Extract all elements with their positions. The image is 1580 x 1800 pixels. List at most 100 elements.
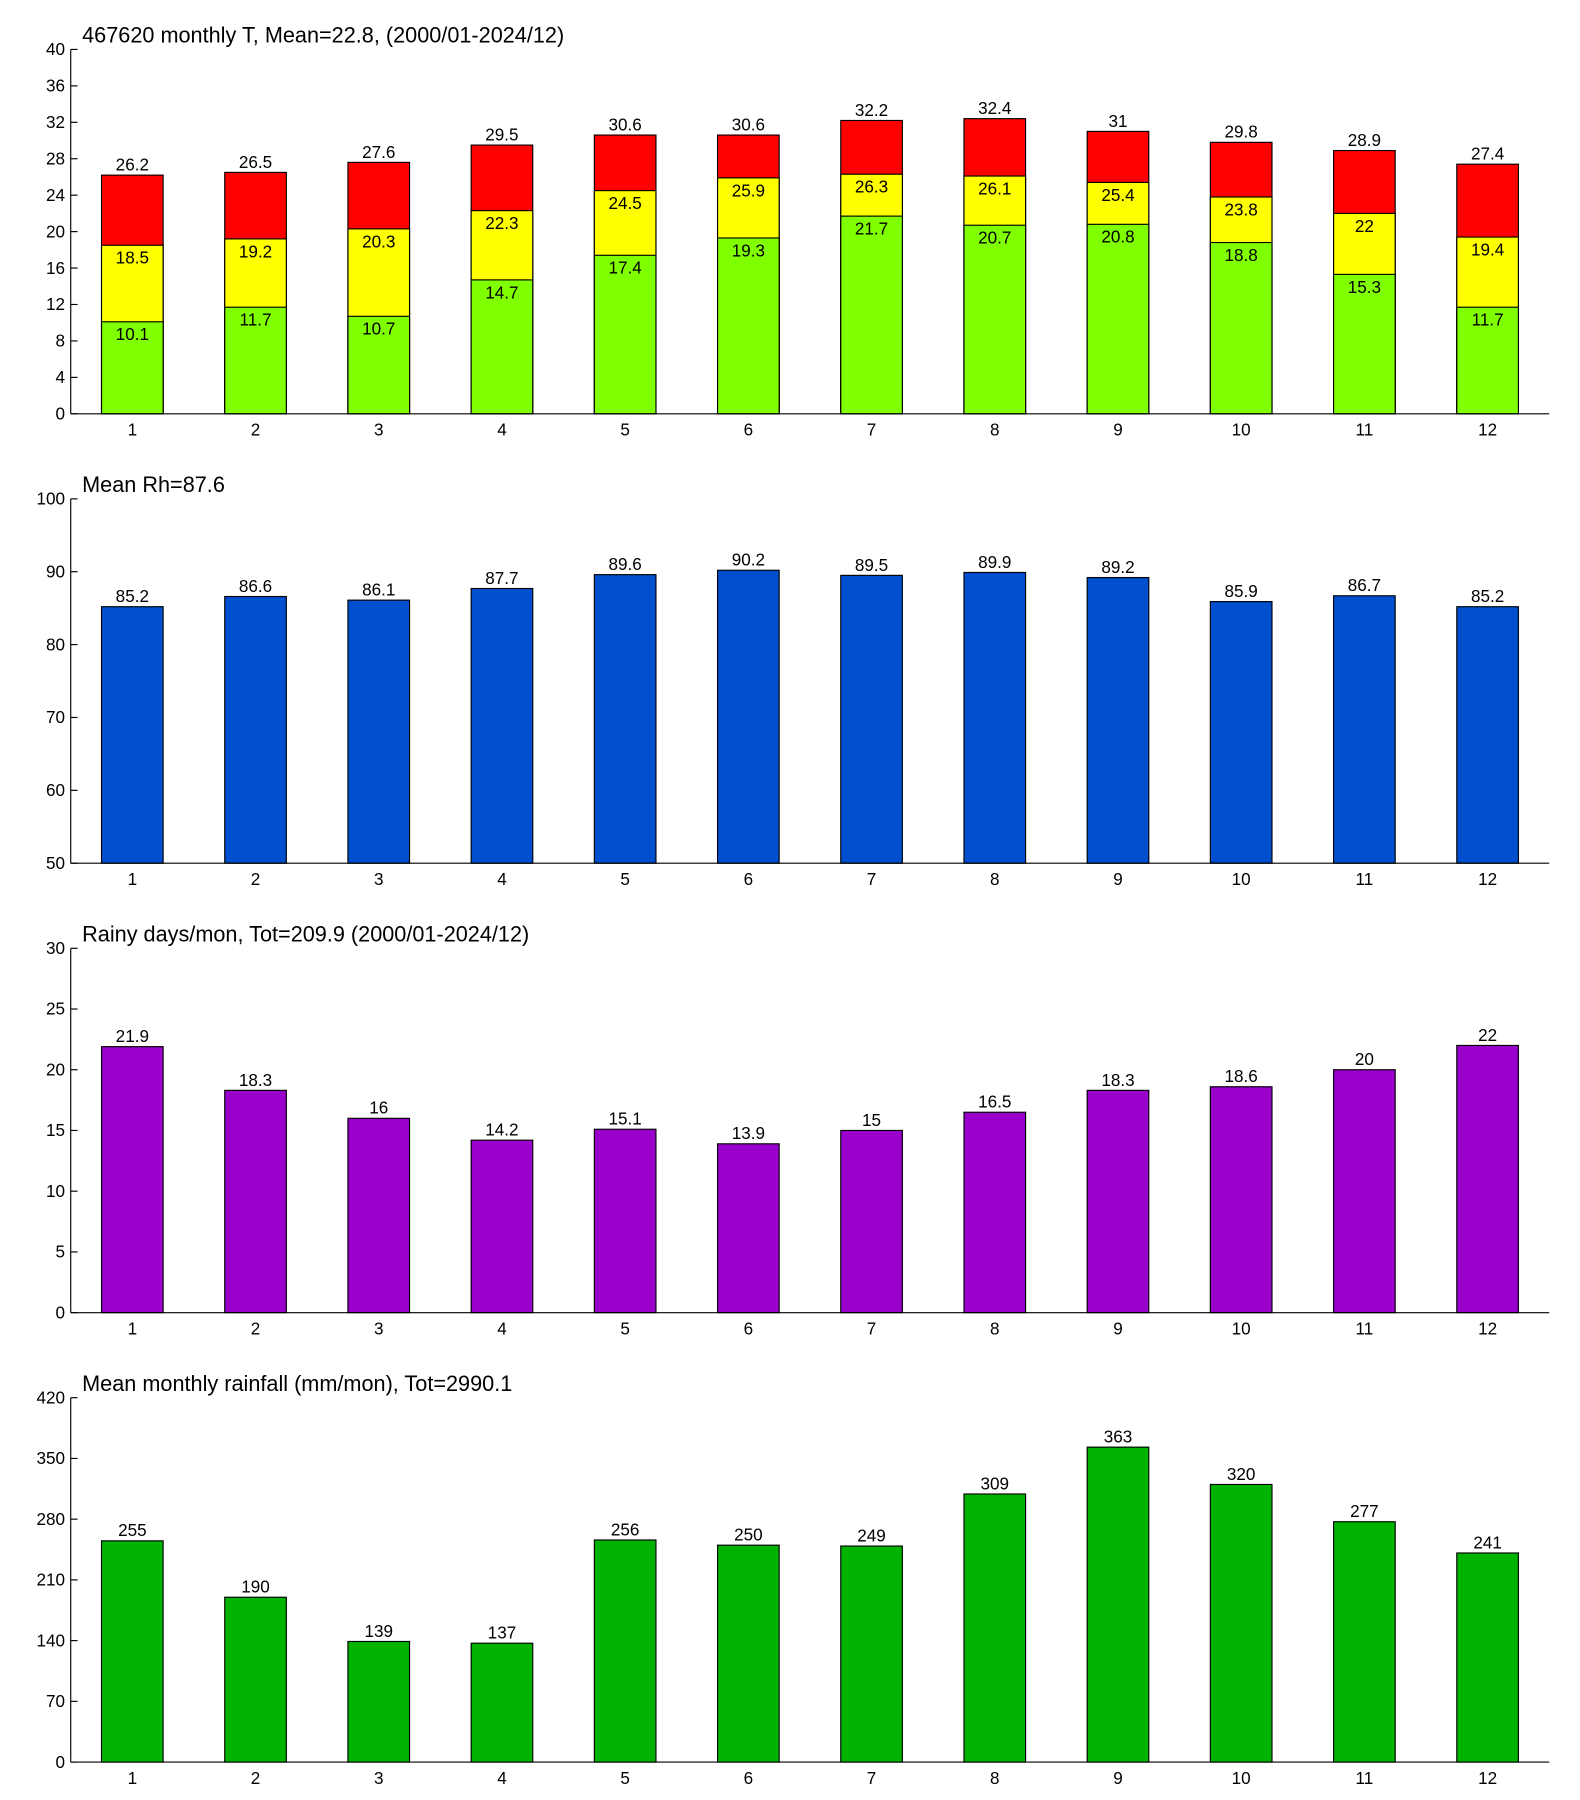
bar xyxy=(716,569,780,864)
value-label: 89.9 xyxy=(978,552,1011,572)
value-label: 15 xyxy=(862,1110,881,1130)
value-label: 32.4 xyxy=(978,98,1012,118)
y-tick-label: 40 xyxy=(46,39,65,59)
value-label: 250 xyxy=(734,1525,763,1545)
bar xyxy=(840,215,903,415)
y-tick-label: 50 xyxy=(46,853,65,873)
bar xyxy=(840,1545,903,1763)
x-tick-label: 1 xyxy=(128,1318,138,1338)
x-tick-label: 10 xyxy=(1232,1318,1251,1338)
value-label: 137 xyxy=(488,1623,517,1643)
x-tick-label: 1 xyxy=(128,420,138,440)
y-tick-label: 280 xyxy=(37,1509,66,1529)
value-label: 17.4 xyxy=(609,258,643,278)
chart-title: Rainy days/mon, Tot=209.9 (2000/01-2024/… xyxy=(82,921,529,946)
x-tick-label: 10 xyxy=(1232,420,1251,440)
y-tick-label: 80 xyxy=(46,634,65,654)
y-tick-label: 420 xyxy=(37,1387,66,1407)
bar xyxy=(963,224,1027,415)
bar xyxy=(593,254,657,415)
value-label: 18.8 xyxy=(1225,245,1258,265)
x-tick-label: 7 xyxy=(867,1318,877,1338)
y-tick-label: 20 xyxy=(46,221,65,241)
x-tick-label: 2 xyxy=(251,1768,261,1788)
bar xyxy=(1086,1446,1150,1763)
value-label: 14.2 xyxy=(485,1120,518,1140)
chart-title: Mean Rh=87.6 xyxy=(82,472,225,497)
bar xyxy=(470,1642,534,1763)
y-tick-label: 24 xyxy=(46,185,65,205)
value-label: 16 xyxy=(369,1098,388,1118)
value-label: 87.7 xyxy=(485,568,518,588)
x-tick-label: 6 xyxy=(744,420,754,440)
value-label: 86.6 xyxy=(239,576,272,596)
bar xyxy=(1456,606,1519,864)
value-label: 26.3 xyxy=(855,177,888,197)
bar xyxy=(1333,595,1396,864)
x-tick-label: 8 xyxy=(990,1318,1000,1338)
y-tick-label: 8 xyxy=(56,331,66,351)
bar xyxy=(1209,1086,1273,1314)
bar xyxy=(593,1539,657,1763)
x-tick-label: 11 xyxy=(1356,1318,1374,1338)
value-label: 277 xyxy=(1350,1501,1379,1521)
value-label: 16.5 xyxy=(978,1092,1011,1112)
y-tick-label: 30 xyxy=(46,938,65,958)
y-tick-label: 0 xyxy=(56,1752,66,1772)
x-tick-label: 5 xyxy=(620,420,630,440)
y-tick-label: 60 xyxy=(46,780,65,800)
value-label: 29.5 xyxy=(485,124,518,144)
bar xyxy=(1333,1069,1396,1314)
value-label: 255 xyxy=(118,1520,147,1540)
x-tick-label: 9 xyxy=(1113,420,1123,440)
y-tick-label: 25 xyxy=(46,999,65,1019)
value-label: 139 xyxy=(364,1621,393,1641)
x-tick-label: 3 xyxy=(374,1318,384,1338)
bar xyxy=(1209,1483,1273,1763)
y-tick-label: 70 xyxy=(46,707,65,727)
value-label: 11.7 xyxy=(240,310,272,330)
x-tick-label: 2 xyxy=(251,1318,261,1338)
value-label: 20.7 xyxy=(978,228,1011,248)
value-label: 22 xyxy=(1355,216,1374,236)
bar xyxy=(100,1540,164,1763)
value-label: 85.2 xyxy=(1471,586,1504,606)
bar xyxy=(100,321,164,415)
bar xyxy=(716,237,780,415)
bar xyxy=(1209,601,1273,864)
value-label: 89.2 xyxy=(1101,557,1134,577)
bar xyxy=(593,1128,657,1314)
y-tick-label: 0 xyxy=(56,1302,66,1322)
bar xyxy=(963,1493,1027,1763)
value-label: 18.3 xyxy=(1101,1070,1134,1090)
x-tick-label: 1 xyxy=(128,869,138,889)
value-label: 26.1 xyxy=(978,178,1011,198)
y-tick-label: 350 xyxy=(37,1448,66,1468)
y-tick-label: 70 xyxy=(46,1691,65,1711)
chart-title: Mean monthly rainfall (mm/mon), Tot=2990… xyxy=(82,1371,512,1396)
x-tick-label: 2 xyxy=(251,420,261,440)
value-label: 27.4 xyxy=(1471,144,1505,164)
value-label: 18.5 xyxy=(116,248,149,268)
value-label: 363 xyxy=(1104,1426,1133,1446)
bar xyxy=(347,1117,411,1314)
value-label: 85.9 xyxy=(1225,581,1258,601)
value-label: 11.7 xyxy=(1472,310,1504,330)
value-label: 20 xyxy=(1355,1049,1374,1069)
x-tick-label: 7 xyxy=(867,869,877,889)
bar xyxy=(347,599,411,864)
x-tick-label: 9 xyxy=(1113,869,1123,889)
bar xyxy=(470,1139,534,1314)
x-tick-label: 8 xyxy=(990,1768,1000,1788)
value-label: 26.2 xyxy=(116,154,149,174)
value-label: 89.6 xyxy=(609,554,642,574)
value-label: 85.2 xyxy=(116,586,149,606)
value-label: 26.5 xyxy=(239,152,272,172)
value-label: 19.2 xyxy=(239,241,272,261)
bar xyxy=(347,315,411,415)
value-label: 21.7 xyxy=(855,218,888,238)
x-tick-label: 3 xyxy=(374,869,384,889)
y-tick-label: 5 xyxy=(56,1242,66,1262)
value-label: 10.1 xyxy=(116,324,149,344)
